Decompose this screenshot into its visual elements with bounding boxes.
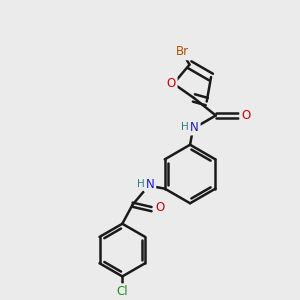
Text: O: O: [167, 77, 176, 90]
Text: O: O: [241, 109, 250, 122]
Text: O: O: [155, 201, 164, 214]
Text: H: H: [136, 179, 144, 189]
Text: N: N: [190, 121, 199, 134]
Text: N: N: [146, 178, 154, 191]
Text: H: H: [181, 122, 189, 132]
Text: Br: Br: [176, 46, 189, 59]
Text: Cl: Cl: [116, 285, 128, 298]
